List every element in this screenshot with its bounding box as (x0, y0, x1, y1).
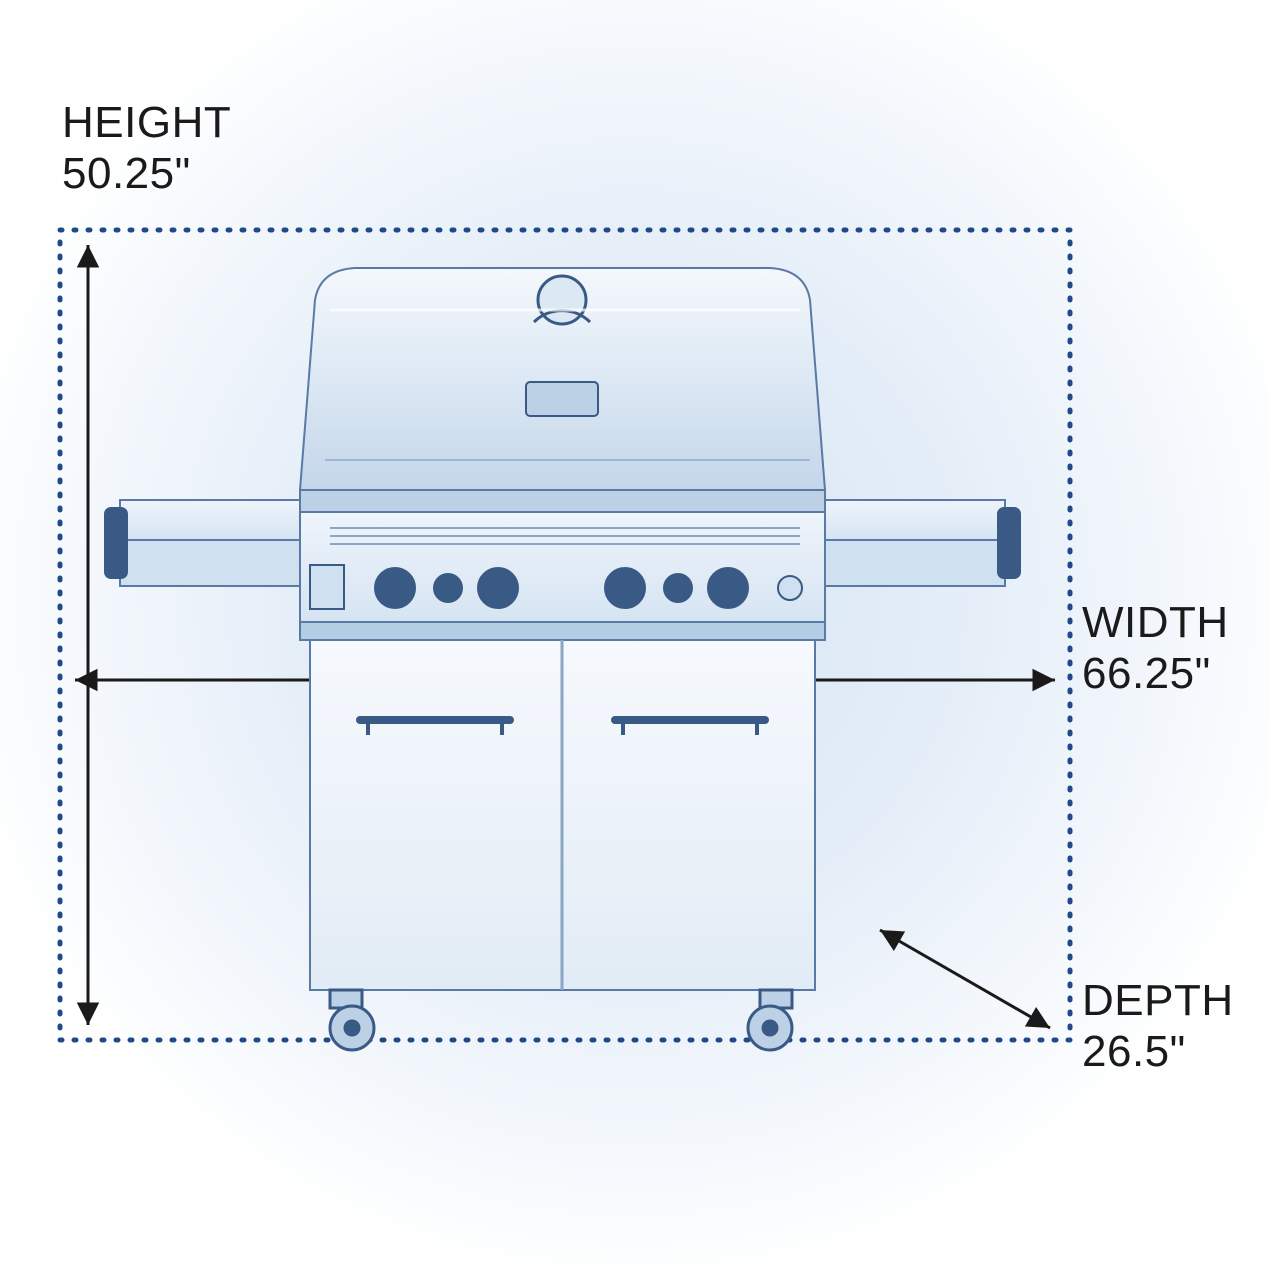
width-label: WIDTH 66.25" (1082, 598, 1229, 699)
height-label-name: HEIGHT (62, 98, 231, 149)
igniter-panel (310, 565, 344, 609)
side-shelf-left (105, 500, 315, 586)
depth-label: DEPTH 26.5" (1082, 976, 1234, 1077)
width-label-value: 66.25" (1082, 649, 1229, 700)
height-label: HEIGHT 50.25" (62, 98, 231, 199)
side-shelf-right (810, 500, 1020, 586)
height-label-value: 50.25" (62, 149, 231, 200)
control-panel (300, 512, 825, 640)
grill-lid (300, 268, 825, 512)
width-label-name: WIDTH (1082, 598, 1229, 649)
cabinet (310, 640, 815, 990)
light-button (778, 576, 802, 600)
depth-label-name: DEPTH (1082, 976, 1234, 1027)
depth-label-value: 26.5" (1082, 1027, 1234, 1078)
